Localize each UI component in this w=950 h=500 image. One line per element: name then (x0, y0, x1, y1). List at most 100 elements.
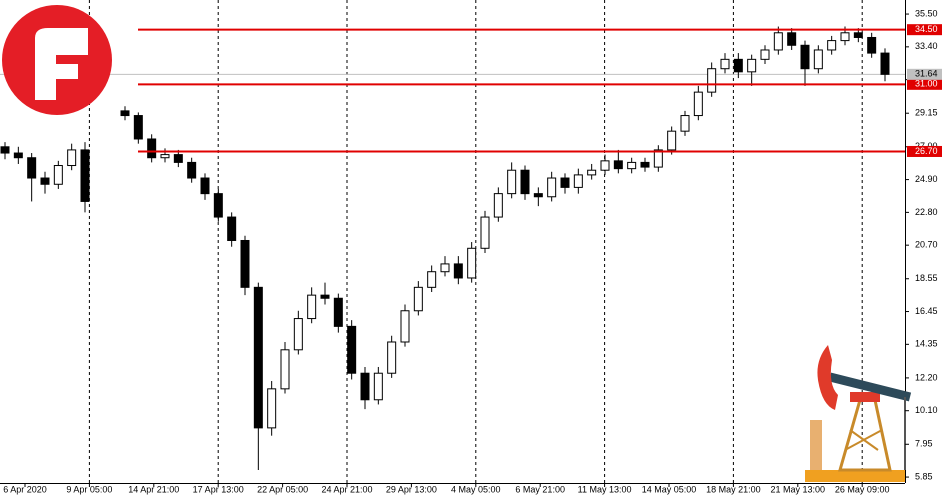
candle-body (520, 169, 530, 195)
candle-body (707, 68, 717, 93)
candle-body (867, 36, 877, 54)
logo (2, 5, 112, 115)
candle-body (507, 169, 517, 195)
candle-body (187, 161, 197, 179)
candle-body (253, 286, 263, 429)
level-label-bg (907, 78, 942, 90)
x-tick-label: 26 May 09:00 (835, 484, 890, 494)
candle-body (547, 177, 557, 198)
candle-body (347, 325, 357, 374)
candle-body (840, 32, 850, 42)
candle-body (733, 58, 743, 73)
candle-body (587, 169, 597, 176)
y-tick-label: 10.10 (915, 405, 938, 415)
level-label-bg (907, 24, 942, 36)
candle-body (13, 152, 23, 159)
x-tick-label: 6 May 21:00 (515, 484, 565, 494)
candle-body (693, 91, 703, 117)
y-tick-label: 14.35 (915, 339, 938, 349)
x-tick-label: 14 May 05:00 (642, 484, 697, 494)
x-tick-label: 11 May 13:00 (578, 484, 632, 494)
candle-body (560, 177, 570, 188)
x-tick-label: 24 Apr 21:00 (321, 484, 372, 494)
current-price-bg (907, 68, 942, 80)
y-tick-label: 5.85 (915, 471, 933, 481)
candle-body (880, 52, 890, 75)
candle-body (213, 193, 223, 218)
candle-body (653, 149, 663, 168)
x-tick-label: 29 Apr 13:00 (386, 484, 437, 494)
candle-body (800, 44, 810, 70)
candle-body (320, 294, 330, 299)
y-tick-label: 29.15 (915, 108, 938, 118)
candle-body (27, 157, 37, 179)
candle-body (827, 40, 837, 51)
y-tick-label: 33.40 (915, 41, 938, 51)
candle-body (307, 294, 317, 320)
candle-body (600, 160, 610, 171)
candle-body (787, 32, 797, 46)
candle-body (67, 149, 77, 167)
candle-body (40, 177, 50, 185)
candle-body (227, 216, 237, 241)
candle-body (147, 138, 157, 159)
current-price-label: 31.64 (915, 69, 938, 79)
y-tick-label: 35.50 (915, 8, 938, 18)
candle-body (720, 58, 730, 70)
candle-body (493, 193, 503, 218)
x-tick-label: 9 Apr 05:00 (66, 484, 112, 494)
y-tick-label: 18.55 (915, 273, 938, 283)
level-label: 26.70 (915, 146, 938, 156)
candle-body (453, 263, 463, 279)
candle-body (240, 239, 250, 288)
y-tick-label: 24.90 (915, 174, 938, 184)
candle-body (413, 286, 423, 312)
x-tick-label: 4 May 05:00 (451, 484, 501, 494)
x-tick-label: 14 Apr 21:00 (128, 484, 179, 494)
y-tick-label: 12.20 (915, 372, 938, 382)
x-tick-label: 22 Apr 05:00 (257, 484, 308, 494)
candle-body (173, 154, 183, 163)
candle-body (853, 32, 863, 38)
candle-body (133, 115, 143, 140)
candle-body (80, 149, 90, 202)
candle-body (480, 216, 490, 249)
y-tick-label: 16.45 (915, 306, 938, 316)
candle-body (293, 318, 303, 351)
candle-body (640, 161, 650, 168)
level-label: 34.50 (915, 24, 938, 34)
candle-body (680, 115, 690, 132)
y-tick-label: 22.80 (915, 207, 938, 217)
candle-body (467, 247, 477, 279)
candle-body (280, 349, 290, 390)
candle-body (427, 271, 437, 288)
candle-body (200, 177, 210, 195)
candle-body (773, 32, 783, 51)
oil-pump-icon (805, 345, 912, 482)
candle-body (0, 146, 10, 154)
candle-body (440, 263, 450, 273)
candle-body (760, 49, 770, 60)
candle-body (53, 165, 63, 185)
x-tick-label: 18 May 21:00 (706, 484, 761, 494)
y-tick-label: 7.95 (915, 439, 933, 449)
candle-body (333, 297, 343, 327)
candle-body (387, 341, 397, 374)
level-label-bg (907, 145, 942, 157)
candle-body (813, 49, 823, 70)
candle-body (160, 154, 170, 159)
candle-body (533, 193, 543, 198)
level-label: 31.00 (915, 79, 938, 89)
candle-body (120, 110, 130, 117)
candle-body (667, 130, 677, 151)
candle-body (613, 160, 623, 170)
x-tick-label: 17 Apr 13:00 (193, 484, 244, 494)
candle-body (627, 161, 637, 170)
candle-body (360, 372, 370, 401)
candle-body (747, 58, 757, 73)
x-tick-label: 21 May 13:00 (771, 484, 826, 494)
y-tick-label: 20.70 (915, 240, 938, 250)
x-tick-label: 6 Apr 2020 (3, 484, 47, 494)
